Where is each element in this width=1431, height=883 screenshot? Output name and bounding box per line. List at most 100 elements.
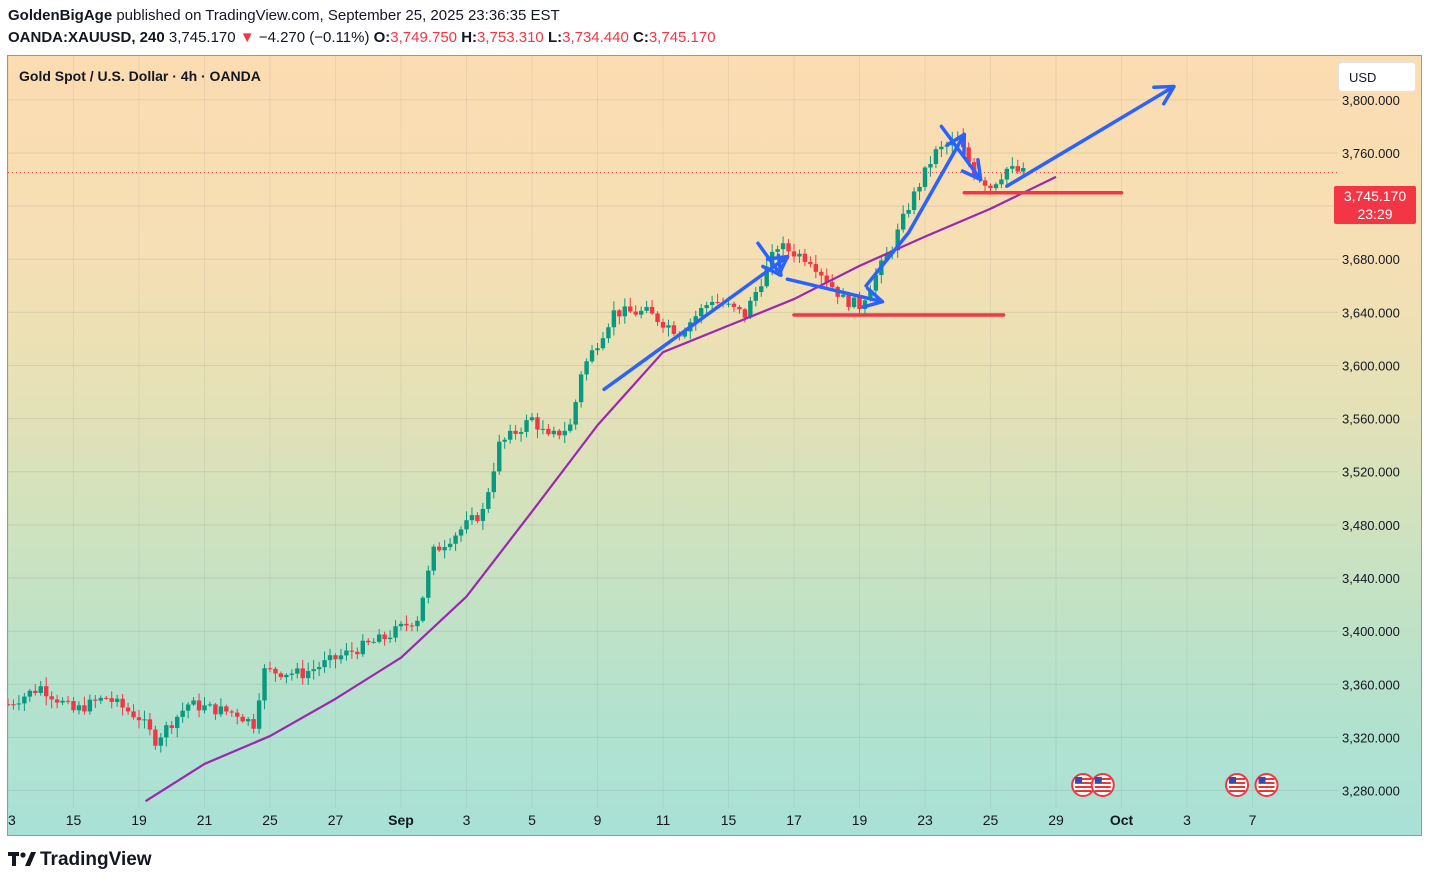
blue-arrow-head (1152, 84, 1176, 106)
candle-body (426, 570, 431, 598)
x-tick-label: 15 (721, 812, 737, 828)
x-tick-label: 27 (328, 812, 344, 828)
candle-body (125, 707, 131, 712)
candle-body (840, 294, 846, 297)
candle-body (753, 292, 758, 301)
price-chart[interactable]: 3,280.000 3,320.000 3,360.000 3,400.000 3,44… (8, 56, 1422, 836)
candle-body (49, 696, 54, 700)
candle-body (895, 229, 900, 251)
candle-body (693, 316, 698, 323)
y-tick-label: 3,600.000 (1342, 358, 1400, 373)
blue-arrow-line (785, 277, 885, 304)
candle-body (846, 294, 851, 308)
candle-body (1021, 167, 1026, 172)
candle-body (316, 667, 322, 670)
candle-body (480, 508, 486, 521)
candle-body (409, 625, 415, 627)
x-tick-label: 11 (656, 812, 671, 828)
candle-body (1010, 166, 1015, 169)
candle-body (906, 209, 911, 214)
candle-body (360, 640, 365, 655)
candle-body (273, 668, 278, 674)
y-tick-label: 3,400.000 (1342, 624, 1400, 639)
candle-body (8, 704, 11, 706)
candle-body (513, 430, 518, 434)
low-value: 3,734.440 (562, 29, 629, 46)
candle-body (606, 327, 611, 339)
chart-panel[interactable]: 3,280.000 3,320.000 3,360.000 3,400.000 3,44… (7, 55, 1422, 836)
candle-body (568, 424, 573, 431)
x-tick-label: 17 (786, 812, 802, 828)
candle-body (387, 637, 393, 640)
candle-body (131, 711, 136, 718)
blue-arrow-head (761, 253, 783, 277)
author-name[interactable]: GoldenBigAge (8, 7, 113, 24)
candle-body (851, 297, 857, 308)
blue-arrow-line (939, 124, 983, 182)
high-value: 3,753.310 (477, 29, 544, 46)
x-tick-label: 23 (917, 812, 933, 828)
candle-body (524, 420, 529, 432)
current-price-tag: 3,745.170 23:29 (1334, 186, 1416, 224)
flag-canton (1229, 777, 1237, 783)
candle-body (327, 655, 333, 661)
flag-stripe (1229, 786, 1246, 788)
candle-body (748, 300, 753, 318)
candle-body (797, 253, 802, 257)
candle-body (469, 515, 475, 521)
candle-body (44, 686, 49, 697)
low-label: L: (547, 29, 563, 46)
candle-body (251, 719, 256, 729)
current-price-label: 3,745.170 (1343, 188, 1407, 204)
candle-body (164, 725, 169, 738)
candle-body (922, 167, 928, 187)
candle-body (322, 660, 327, 668)
flag-stripe (1075, 778, 1092, 780)
blue-arrow-head (960, 157, 983, 182)
candle-body (638, 310, 644, 315)
candle-body (196, 700, 202, 711)
candle-body (900, 213, 906, 230)
moving-average-line (144, 175, 1057, 803)
symbol-label: OANDA:XAUUSD, 240 (8, 29, 165, 46)
candle-body (284, 674, 289, 678)
candle-body (38, 686, 43, 693)
y-tick-label: 3,560.000 (1342, 412, 1400, 427)
candle-body (595, 348, 600, 351)
candle-body (988, 185, 993, 189)
ohlc-header: OANDA:XAUUSD, 240 3,745.170 ▼ −4.270 (−0… (8, 29, 716, 46)
candle-body (382, 634, 387, 640)
candle-body (611, 310, 617, 328)
candle-body (147, 719, 153, 730)
blue-arrow-head (861, 286, 885, 309)
candle-body (562, 430, 567, 436)
candle-body (868, 290, 873, 301)
flag-stripe (1258, 786, 1275, 788)
candle-body (1015, 166, 1020, 172)
candle-body (60, 700, 65, 703)
us-flag-event-icon (1225, 773, 1250, 797)
candle-body (540, 428, 546, 430)
candle-body (218, 706, 224, 715)
bar-countdown: 23:29 (1357, 206, 1393, 222)
candle-body (349, 650, 355, 652)
candle-body (458, 529, 464, 536)
tradingview-logo[interactable]: TradingView (8, 849, 152, 873)
candle-body (16, 703, 22, 705)
x-tick-label: 29 (1048, 812, 1064, 828)
candle-body (917, 186, 922, 192)
candle-body (873, 275, 879, 291)
candle-body (267, 668, 273, 670)
candle-body (207, 704, 213, 706)
flag-stripe (1094, 778, 1111, 780)
flag-stripe (1075, 782, 1092, 784)
candle-body (415, 620, 420, 627)
currency-button[interactable]: USD (1338, 62, 1416, 92)
candle-body (551, 430, 557, 435)
x-tick-label: Sep (388, 812, 414, 828)
candle-body (376, 634, 382, 642)
flag-stripe (1229, 778, 1246, 780)
candle-body (660, 322, 666, 328)
y-tick-label: 3,440.000 (1342, 571, 1400, 586)
candle-body (737, 306, 742, 310)
